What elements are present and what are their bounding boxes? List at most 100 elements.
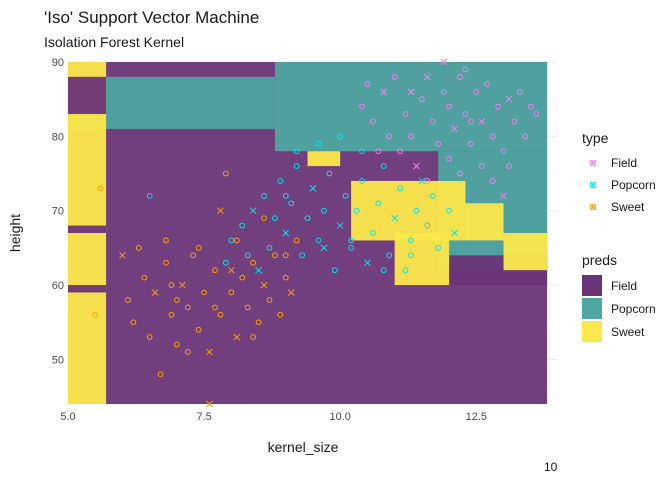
point-sweet-42	[206, 400, 213, 408]
point-field-17	[478, 118, 486, 125]
point-sweet-9	[163, 259, 169, 266]
point-sweet-31	[282, 274, 289, 281]
point-field-22	[505, 95, 513, 103]
point-field-32	[500, 192, 507, 200]
point-popcorn-23	[369, 230, 376, 236]
point-field-9	[435, 140, 442, 147]
point-field-21	[500, 148, 507, 155]
point-field-13	[457, 73, 463, 80]
point-sweet-45	[168, 282, 175, 288]
point-sweet-24	[244, 304, 251, 311]
y-tick-label: 50	[52, 354, 64, 366]
legend-preds: preds Field Popcorn Sweet	[582, 252, 656, 342]
point-popcorn-21	[359, 178, 365, 184]
point-field-1	[369, 118, 376, 125]
point-sweet-38	[233, 237, 240, 244]
point-field-34	[397, 148, 404, 155]
point-sweet-27	[260, 281, 268, 289]
point-popcorn-6	[277, 178, 284, 184]
point-sweet-35	[173, 297, 180, 303]
point-sweet-26	[255, 319, 262, 326]
legend-label-sweet: Sweet	[611, 200, 645, 214]
point-field-35	[386, 133, 393, 140]
point-field-11	[446, 103, 453, 110]
point-sweet-23	[239, 274, 246, 281]
point-popcorn-33	[424, 222, 431, 229]
point-popcorn-30	[408, 237, 414, 244]
point-sweet-46	[212, 304, 218, 311]
point-sweet-40	[163, 237, 169, 244]
y-axis: 50 60 70 80 90	[52, 57, 64, 366]
point-popcorn-5	[271, 215, 278, 222]
chart-title: 'Iso' Support Vector Machine	[44, 8, 260, 27]
legend-title: preds	[582, 252, 617, 268]
point-popcorn-45	[146, 192, 153, 199]
point-popcorn-27	[391, 214, 399, 222]
point-sweet-13	[184, 304, 191, 311]
point-sweet-17	[206, 348, 213, 356]
y-tick-label: 80	[52, 131, 64, 143]
point-field-39	[506, 163, 512, 169]
point-popcorn-1	[239, 222, 246, 229]
legend-title: type	[582, 130, 609, 146]
region-sweet-11	[465, 203, 504, 241]
region-sweet-9	[351, 180, 466, 241]
point-sweet-20	[222, 170, 229, 177]
point-field-6	[418, 96, 425, 103]
point-popcorn-7	[282, 229, 290, 237]
point-field-36	[375, 148, 382, 155]
point-field-25	[522, 133, 529, 140]
point-field-5	[408, 133, 414, 140]
point-sweet-30	[277, 311, 284, 318]
legend-label-popcorn: Popcorn	[611, 302, 656, 316]
point-popcorn-20	[353, 207, 360, 214]
region-sweet-10	[394, 233, 450, 286]
point-sweet-11	[173, 341, 180, 348]
point-popcorn-3	[261, 192, 267, 199]
point-popcorn-11	[304, 215, 311, 222]
point-sweet-25	[250, 259, 257, 266]
point-popcorn-47	[320, 244, 328, 252]
point-field-3	[391, 73, 398, 80]
point-popcorn-37	[451, 229, 458, 237]
point-sweet-32	[287, 289, 295, 296]
point-field-31	[478, 163, 485, 169]
point-popcorn-28	[397, 185, 404, 192]
point-field-15	[467, 140, 474, 147]
point-popcorn-41	[359, 148, 365, 155]
legend-swatch-field	[582, 275, 602, 296]
point-popcorn-4	[266, 244, 273, 251]
point-popcorn-13	[315, 237, 322, 244]
legend-label-field: Field	[611, 156, 637, 170]
point-field-38	[462, 66, 469, 73]
point-field-19	[489, 133, 496, 140]
point-field-42	[407, 88, 415, 96]
point-popcorn-17	[336, 222, 344, 229]
legend-label-field: Field	[611, 279, 637, 293]
point-sweet-37	[217, 207, 224, 215]
point-field-10	[440, 88, 447, 95]
point-popcorn-9	[293, 163, 300, 169]
point-sweet-16	[201, 289, 208, 296]
point-popcorn-12	[309, 185, 317, 192]
x-tick-label: 12.5	[466, 411, 487, 423]
point-field-28	[424, 178, 431, 184]
point-popcorn-24	[375, 200, 382, 207]
x-tick-label: 10.0	[330, 411, 351, 423]
point-popcorn-22	[364, 259, 371, 267]
point-field-30	[457, 170, 463, 177]
point-sweet-8	[157, 371, 164, 378]
point-sweet-36	[195, 244, 202, 251]
point-sweet-22	[233, 333, 241, 341]
point-popcorn-44	[222, 259, 229, 266]
point-sweet-12	[178, 281, 186, 289]
y-tick-label: 60	[52, 280, 64, 292]
point-sweet-47	[227, 266, 235, 274]
point-field-41	[467, 118, 474, 125]
point-sweet-18	[212, 267, 218, 274]
point-popcorn-10	[299, 252, 306, 259]
point-sweet-44	[282, 252, 289, 259]
point-popcorn-39	[315, 140, 322, 147]
